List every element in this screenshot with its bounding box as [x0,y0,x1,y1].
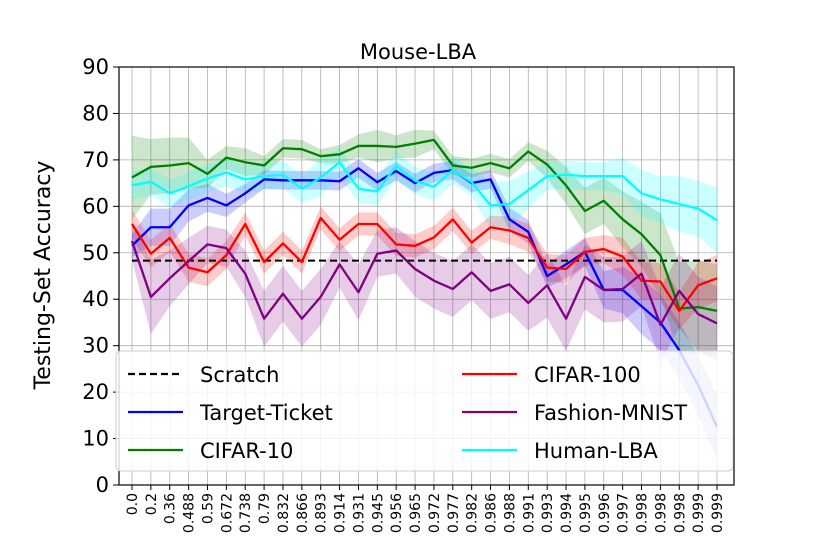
y-tick-label: 0 [96,473,109,497]
x-tick-label: 0.2 [144,493,160,515]
x-tick-label: 0.998 [653,493,669,533]
x-axis-ticks: 0.0 0.2 0.36 0.488 0.59 0.672 0.738 0.79 0.832 0.… [125,485,726,533]
series-line-fashion-mnist [130,240,718,326]
y-tick-label: 70 [82,148,109,172]
x-tick-label: 0.893 [314,493,330,533]
band-target-ticket [132,158,717,460]
legend-label: CIFAR-100 [534,363,641,387]
y-tick-label: 30 [82,334,109,358]
x-tick-label: 0.738 [238,493,254,533]
chart-title: Mouse-LBA [360,40,477,64]
y-tick-label: 50 [82,241,109,265]
x-tick-label: 0.997 [616,493,632,533]
legend-label: Target-Ticket [199,401,333,425]
legend-label: Fashion-MNIST [534,401,687,425]
x-tick-label: 0.931 [351,493,367,533]
legend-label: CIFAR-10 [200,439,293,463]
y-tick-label: 90 [82,55,109,79]
band-fashion-mnist [132,222,717,362]
x-tick-label: 0.988 [502,493,518,533]
x-tick-label: 0.488 [182,493,198,533]
x-tick-label: 0.914 [333,493,349,533]
x-tick-label: 0.672 [219,493,235,533]
band-cifar-10 [132,129,717,358]
y-tick-label: 20 [82,380,109,404]
y-axis-label: Testing-Set Accuracy [31,161,56,391]
x-tick-label: 0.972 [427,493,443,533]
x-tick-label: 0.998 [672,493,688,533]
legend-label: Human-LBA [534,439,658,463]
x-tick-label: 0.982 [465,493,481,533]
x-tick-label: 0.986 [484,493,500,533]
x-tick-label: 0.79 [257,493,273,524]
y-tick-label: 80 [82,101,109,125]
x-tick-label: 0.993 [540,493,556,533]
x-tick-label: 0.991 [521,493,537,533]
x-tick-label: 0.965 [408,493,424,533]
y-tick-label: 10 [82,427,109,451]
x-tick-label: 0.977 [446,493,462,533]
x-tick-label: 0.0 [125,493,141,515]
x-tick-label: 0.956 [389,493,405,533]
x-tick-label: 0.999 [710,493,726,533]
x-tick-label: 0.945 [370,493,386,533]
legend-box [115,350,734,472]
series-line-human-lba [131,161,718,222]
legend-label: Scratch [200,363,279,387]
x-tick-label: 0.995 [578,493,594,533]
x-tick-label: 0.36 [163,493,179,524]
x-tick-label: 0.866 [295,493,311,533]
x-tick-label: 0.994 [559,493,575,533]
band-cifar-100 [132,206,717,330]
y-tick-label: 60 [82,194,109,218]
series-line-cifar-10 [131,138,718,312]
x-tick-label: 0.832 [276,493,292,533]
series-line-cifar-100 [131,216,718,312]
x-tick-label: 0.59 [200,493,216,524]
x-tick-label: 0.998 [635,493,651,533]
y-axis-ticks: 0 10 20 30 40 50 60 70 80 90 [82,55,119,497]
plot-frame [118,66,735,486]
series-lines [130,138,719,428]
y-tick-label: 40 [82,287,109,311]
x-tick-label: 0.996 [597,493,613,533]
legend: Scratch CIFAR-100 Target-Ticket Fashion-MNI… [115,350,734,472]
x-tick-label: 0.999 [691,493,707,533]
